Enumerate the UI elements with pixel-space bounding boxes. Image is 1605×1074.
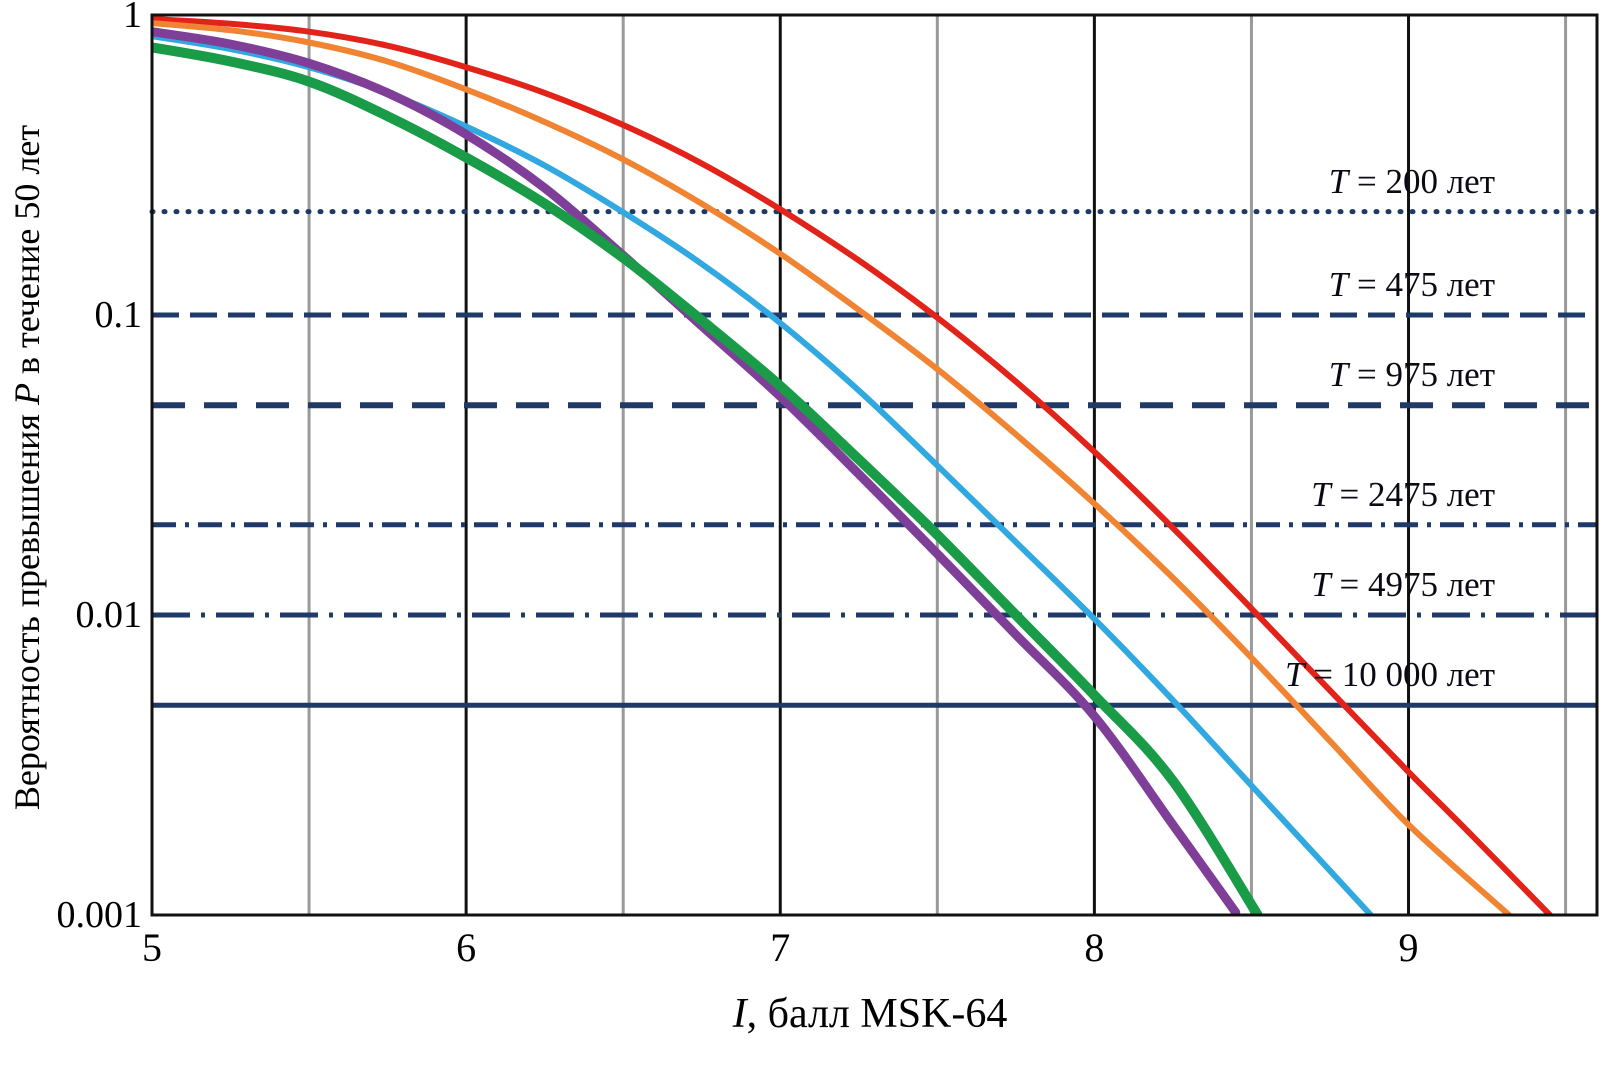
y-axis-title: Вероятность превышения P в течение 50 ле… <box>6 15 52 920</box>
threshold-label-T200: T = 200 лет <box>1329 160 1495 204</box>
threshold-label-text: = 2475 лет <box>1330 474 1495 514</box>
threshold-label-variable: T <box>1328 265 1349 304</box>
x-tick-label: 7 <box>770 925 791 970</box>
x-axis-title: I, балл MSK-64 <box>430 990 1310 1050</box>
threshold-label-T4975: T = 4975 лет <box>1311 563 1495 607</box>
hazard-curve-orange <box>152 20 1512 915</box>
y-tick-label: 0.001 <box>56 894 143 936</box>
threshold-label-variable: T <box>1311 565 1331 604</box>
hazard-curve-purple <box>152 27 1241 915</box>
threshold-label-variable: T <box>1328 355 1349 395</box>
threshold-label-variable: T <box>1284 655 1305 695</box>
y-axis-title-suffix: в течение 50 лет <box>7 124 47 383</box>
threshold-label-text: = 4975 лет <box>1330 565 1495 604</box>
y-axis-title-variable: P <box>7 383 47 405</box>
threshold-label-text: = 200 лет <box>1348 161 1495 201</box>
threshold-label-T2475: T = 2475 лет <box>1311 473 1495 517</box>
threshold-label-text: = 475 лет <box>1348 265 1495 304</box>
y-axis-title-text: Вероятность превышения <box>7 405 47 811</box>
hazard-curve-red <box>152 16 1553 915</box>
hazard-curve-cyan <box>152 33 1374 915</box>
x-axis-title-variable: I <box>732 991 747 1037</box>
threshold-label-text: = 975 лет <box>1348 355 1495 395</box>
x-tick-label: 6 <box>456 925 477 970</box>
plot-border <box>150 13 1599 917</box>
x-tick-label: 9 <box>1398 925 1419 970</box>
y-tick-label: 0.01 <box>75 594 143 636</box>
y-tick-label: 1 <box>123 0 142 36</box>
threshold-label-text: = 10 000 лет <box>1304 655 1495 695</box>
x-axis-title-suffix: , балл MSK-64 <box>746 991 1008 1037</box>
x-tick-label: 5 <box>142 925 162 970</box>
threshold-label-T475: T = 475 лет <box>1329 263 1495 307</box>
threshold-label-T975: T = 975 лет <box>1329 353 1495 397</box>
threshold-label-T10000: T = 10 000 лет <box>1285 653 1495 697</box>
hazard-curve-green <box>152 42 1263 915</box>
threshold-label-variable: T <box>1311 474 1331 514</box>
y-tick-label: 0.1 <box>94 294 143 336</box>
threshold-label-variable: T <box>1328 161 1349 201</box>
x-tick-label: 8 <box>1084 925 1105 970</box>
